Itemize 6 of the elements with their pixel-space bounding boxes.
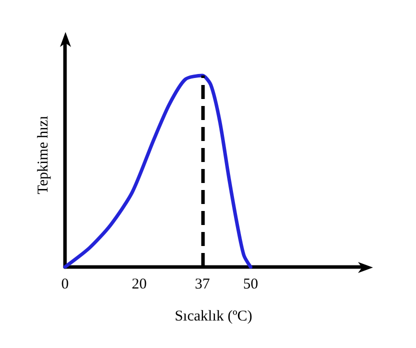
y-axis-title: Tepkime hızı [36, 116, 52, 194]
x-tick-label: 20 [132, 276, 147, 292]
x-axis-title: Sıcaklık (ºC) [174, 308, 252, 324]
x-tick-label: 0 [61, 276, 69, 292]
x-tick-label: 37 [194, 276, 210, 292]
x-tick-label: 50 [243, 276, 258, 292]
